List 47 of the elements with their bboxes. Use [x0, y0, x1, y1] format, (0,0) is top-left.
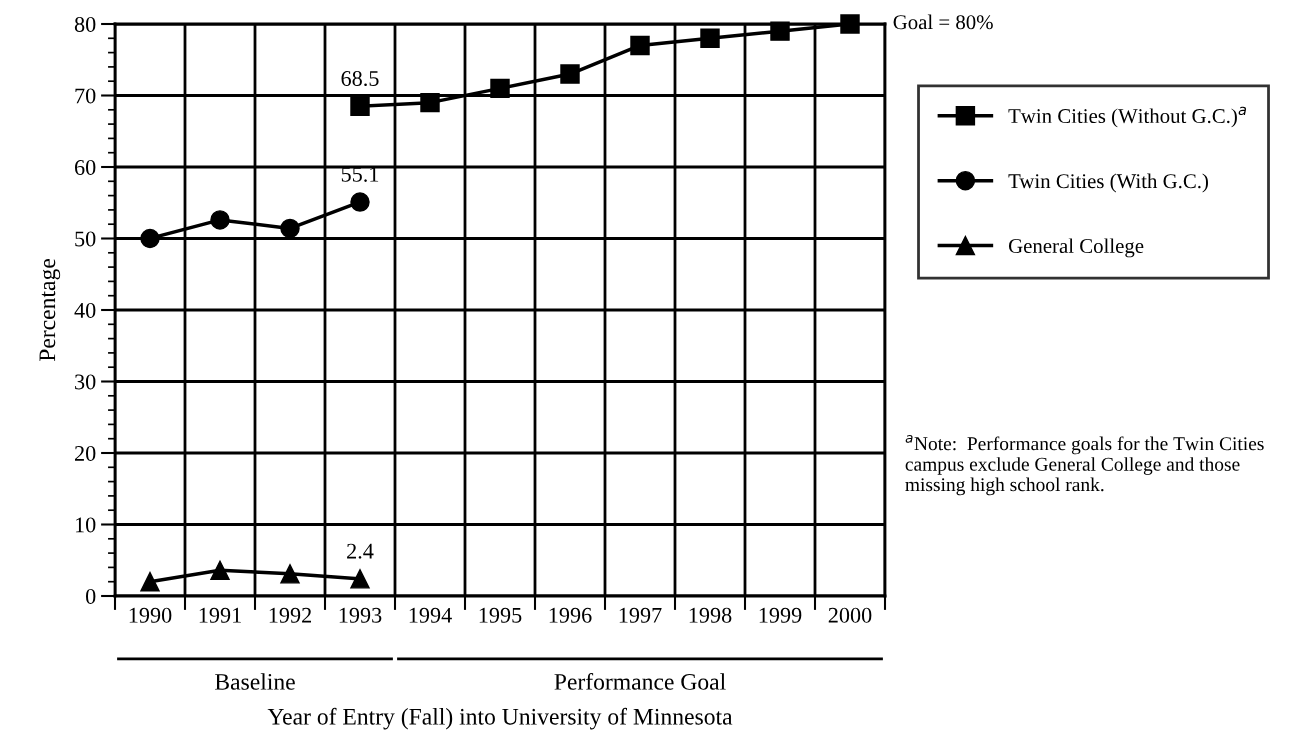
legend-label: Twin Cities (With G.C.)	[1008, 173, 1208, 193]
text: $^{a}$Note: Performance goals for the Twin Cities campus exclude General College and those missing high school rank.	[905, 435, 1264, 496]
point	[210, 560, 230, 580]
y-tick-label: 0	[85, 588, 96, 604]
point	[350, 569, 370, 589]
point	[490, 78, 510, 99]
x-tick-label: 1993	[339, 607, 382, 623]
y-axis-title: Percentage	[39, 259, 61, 362]
point	[840, 14, 860, 34]
x-tick-label: 1998	[689, 607, 732, 623]
text: Baseline	[215, 673, 295, 690]
y-tick-label: 80	[74, 16, 96, 32]
x-tick-label: 1999	[759, 607, 802, 623]
text: Goal = 80%	[893, 14, 993, 30]
annotation: 68.5	[341, 70, 379, 87]
legend-label: General College	[1008, 238, 1144, 258]
y-tick-label: 10	[75, 517, 96, 533]
point	[280, 564, 300, 584]
point	[350, 192, 370, 212]
x-axis-title: Year of Entry (Fall) into University of Minnesota	[267, 707, 733, 730]
y-tick-label: 30	[75, 374, 96, 390]
point	[560, 64, 580, 84]
point	[770, 21, 790, 41]
y-tick-label: 60	[74, 159, 96, 175]
y-tick-label: 40	[74, 302, 96, 318]
y-tick-label: 50	[75, 231, 96, 247]
point	[140, 228, 160, 249]
x-tick-label: 1995	[479, 607, 522, 623]
legend-label: Twin Cities (Without G.C.)$^{a}$	[1008, 106, 1246, 128]
x-tick-label: 1991	[199, 607, 241, 623]
annotation: 2.4	[347, 543, 374, 559]
point	[630, 35, 650, 56]
y-tick-label: 20	[75, 445, 96, 461]
y-tick-label: 70	[75, 88, 96, 104]
x-tick-label: 1997	[619, 607, 662, 623]
point	[280, 218, 300, 239]
point	[700, 28, 720, 49]
x-tick-label: 1996	[549, 607, 592, 623]
x-tick-label: 1992	[269, 607, 311, 623]
point	[210, 210, 230, 230]
text: Performance Goal	[554, 672, 726, 690]
point	[140, 571, 160, 592]
point	[350, 96, 370, 116]
x-tick-label: 1990	[129, 607, 172, 623]
x-tick-label: 2000	[828, 607, 872, 623]
point	[420, 92, 440, 113]
x-tick-label: 1994	[409, 607, 452, 623]
